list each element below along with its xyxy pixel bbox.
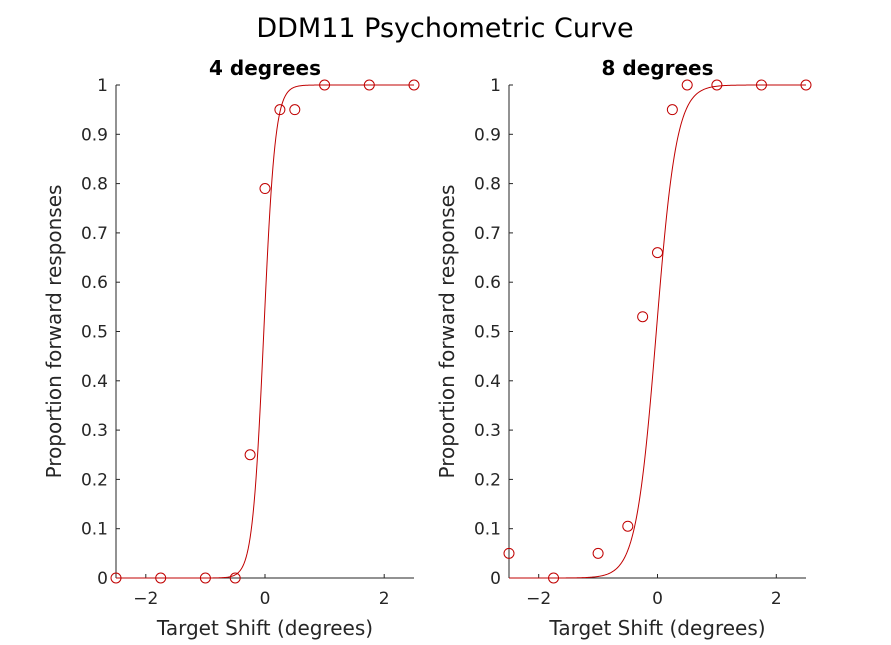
y-tick-label: 0.6 bbox=[474, 273, 501, 293]
data-point bbox=[155, 572, 167, 584]
y-tick-label: 0.9 bbox=[474, 125, 501, 145]
y-tick-label: 0.5 bbox=[474, 323, 501, 343]
y-tick-label: 0.3 bbox=[474, 421, 501, 441]
x-tick-label: 0 bbox=[260, 589, 271, 609]
data-point bbox=[408, 79, 420, 91]
y-tick-label: 0.2 bbox=[474, 470, 501, 490]
y-tick-label: 0.6 bbox=[81, 273, 108, 293]
y-tick-label: 1 bbox=[490, 76, 501, 96]
data-point bbox=[319, 79, 331, 91]
y-tick-label: 0 bbox=[490, 569, 501, 589]
x-tick-label: −2 bbox=[526, 589, 551, 609]
y-axis-label: Proportion forward responses bbox=[435, 185, 459, 479]
data-point bbox=[622, 520, 634, 532]
data-point bbox=[363, 79, 375, 91]
fit-curve bbox=[116, 84, 414, 579]
panel-title: 8 degrees bbox=[602, 56, 714, 80]
y-axis-label: Proportion forward responses bbox=[42, 185, 66, 479]
x-tick-label: 2 bbox=[379, 589, 390, 609]
data-point bbox=[229, 572, 241, 584]
data-point bbox=[652, 247, 663, 259]
data-point bbox=[244, 449, 256, 461]
y-tick-label: 0.7 bbox=[81, 224, 108, 244]
data-point bbox=[259, 183, 271, 195]
data-point bbox=[110, 572, 122, 584]
figure-title: DDM11 Psychometric Curve bbox=[256, 13, 633, 44]
data-point bbox=[637, 311, 649, 323]
panel-8-degrees: 8 degrees 0 0.1 0.2 0.3 0.4 0.5 0.6 0.7 0.8 0.9 1 −2… bbox=[435, 56, 812, 640]
data-point bbox=[199, 572, 211, 584]
y-tick-label: 0.4 bbox=[81, 372, 108, 392]
x-axis-label: Target Shift (degrees) bbox=[156, 616, 373, 640]
y-tick-label: 0.8 bbox=[81, 175, 108, 195]
data-point bbox=[666, 104, 678, 116]
y-tick-label: 0.5 bbox=[81, 323, 108, 343]
y-tick-label: 0.1 bbox=[81, 520, 108, 540]
y-tick-label: 0.3 bbox=[81, 421, 108, 441]
data-point bbox=[681, 79, 693, 91]
panel-4-degrees: 4 degrees 0 0.1 0.2 0.3 0.4 0.5 0.6 0.7 0.8 0.9 1 −2… bbox=[42, 56, 420, 640]
data-point bbox=[503, 547, 515, 559]
x-tick-label: −2 bbox=[133, 589, 158, 609]
data-point bbox=[800, 79, 812, 91]
y-tick-label: 0.2 bbox=[81, 470, 108, 490]
fit-curve bbox=[509, 84, 806, 579]
y-tick-label: 0.8 bbox=[474, 175, 501, 195]
y-tick-label: 0 bbox=[97, 569, 108, 589]
y-tick-label: 0.1 bbox=[474, 520, 501, 540]
data-point bbox=[755, 79, 767, 91]
data-point bbox=[548, 572, 560, 584]
data-point bbox=[289, 104, 301, 116]
x-axis-label: Target Shift (degrees) bbox=[548, 616, 765, 640]
data-point bbox=[274, 104, 286, 116]
x-tick-label: 0 bbox=[652, 589, 663, 609]
y-tick-label: 1 bbox=[97, 76, 108, 96]
x-tick-label: 2 bbox=[771, 589, 782, 609]
y-tick-label: 0.4 bbox=[474, 372, 501, 392]
data-point bbox=[592, 547, 604, 559]
data-point bbox=[711, 79, 723, 91]
y-tick-label: 0.7 bbox=[474, 224, 501, 244]
y-tick-label: 0.9 bbox=[81, 125, 108, 145]
panel-title: 4 degrees bbox=[209, 56, 321, 80]
